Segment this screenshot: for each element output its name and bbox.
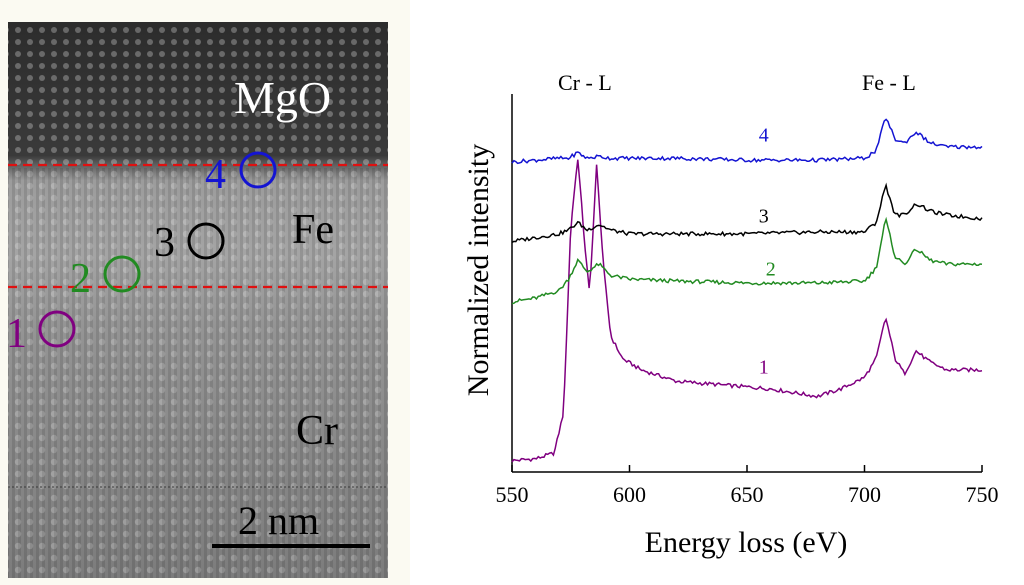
y-axis-label: Normalized intensity xyxy=(462,144,495,396)
marker-2: 2 xyxy=(70,255,141,302)
spectrum-label-4: 4 xyxy=(759,124,769,146)
marker-4-circle xyxy=(239,151,277,189)
eels-chart: Cr - L Fe - L Energy loss (eV) Normalize… xyxy=(462,70,999,559)
eels-chart-panel: Cr - L Fe - L Energy loss (eV) Normalize… xyxy=(430,0,1024,585)
spectrum-label-3: 3 xyxy=(759,206,769,228)
spectrum-label-2: 2 xyxy=(766,258,776,280)
x-axis-label: Energy loss (eV) xyxy=(645,526,848,559)
x-tick-label-650: 650 xyxy=(731,482,764,507)
spectrum-line-2 xyxy=(511,216,983,305)
marker-1-label: 1 xyxy=(6,311,27,357)
marker-3-circle xyxy=(187,222,225,260)
x-tick-label-550: 550 xyxy=(496,482,529,507)
label-cr: Cr xyxy=(296,408,338,454)
stem-image-panel: MgO Fe Cr 4 3 2 1 2 nm xyxy=(0,0,410,585)
spectrum-line-1 xyxy=(511,159,983,463)
x-tick-label-700: 700 xyxy=(848,482,881,507)
marker-1-circle xyxy=(38,310,76,348)
marker-2-label: 2 xyxy=(70,256,91,302)
marker-4: 4 xyxy=(205,151,277,198)
spectrum-line-4 xyxy=(511,118,983,165)
spectrum-labels: 1 2 3 4 xyxy=(759,124,776,378)
label-mgo: MgO xyxy=(234,72,331,123)
spectrum-label-1: 1 xyxy=(759,357,769,379)
annotation-cr-l: Cr - L xyxy=(558,70,612,95)
stem-image: MgO Fe Cr 4 3 2 1 2 nm xyxy=(0,0,410,585)
metal-lattice-stripes xyxy=(8,168,388,578)
mgo-lattice xyxy=(8,22,388,168)
marker-3: 3 xyxy=(154,220,225,266)
marker-1: 1 xyxy=(6,310,76,357)
label-fe: Fe xyxy=(292,207,334,253)
marker-3-label: 3 xyxy=(154,220,175,266)
x-ticks: 550 600 650 700 750 xyxy=(496,465,999,507)
spectrum-line-3 xyxy=(511,182,983,243)
marker-2-circle xyxy=(103,255,141,293)
scale-bar-label: 2 nm xyxy=(238,498,319,543)
annotation-fe-l: Fe - L xyxy=(862,70,916,95)
spectra xyxy=(511,118,983,463)
x-tick-label-750: 750 xyxy=(966,482,999,507)
x-tick-label-600: 600 xyxy=(613,482,646,507)
marker-4-label: 4 xyxy=(205,152,226,198)
